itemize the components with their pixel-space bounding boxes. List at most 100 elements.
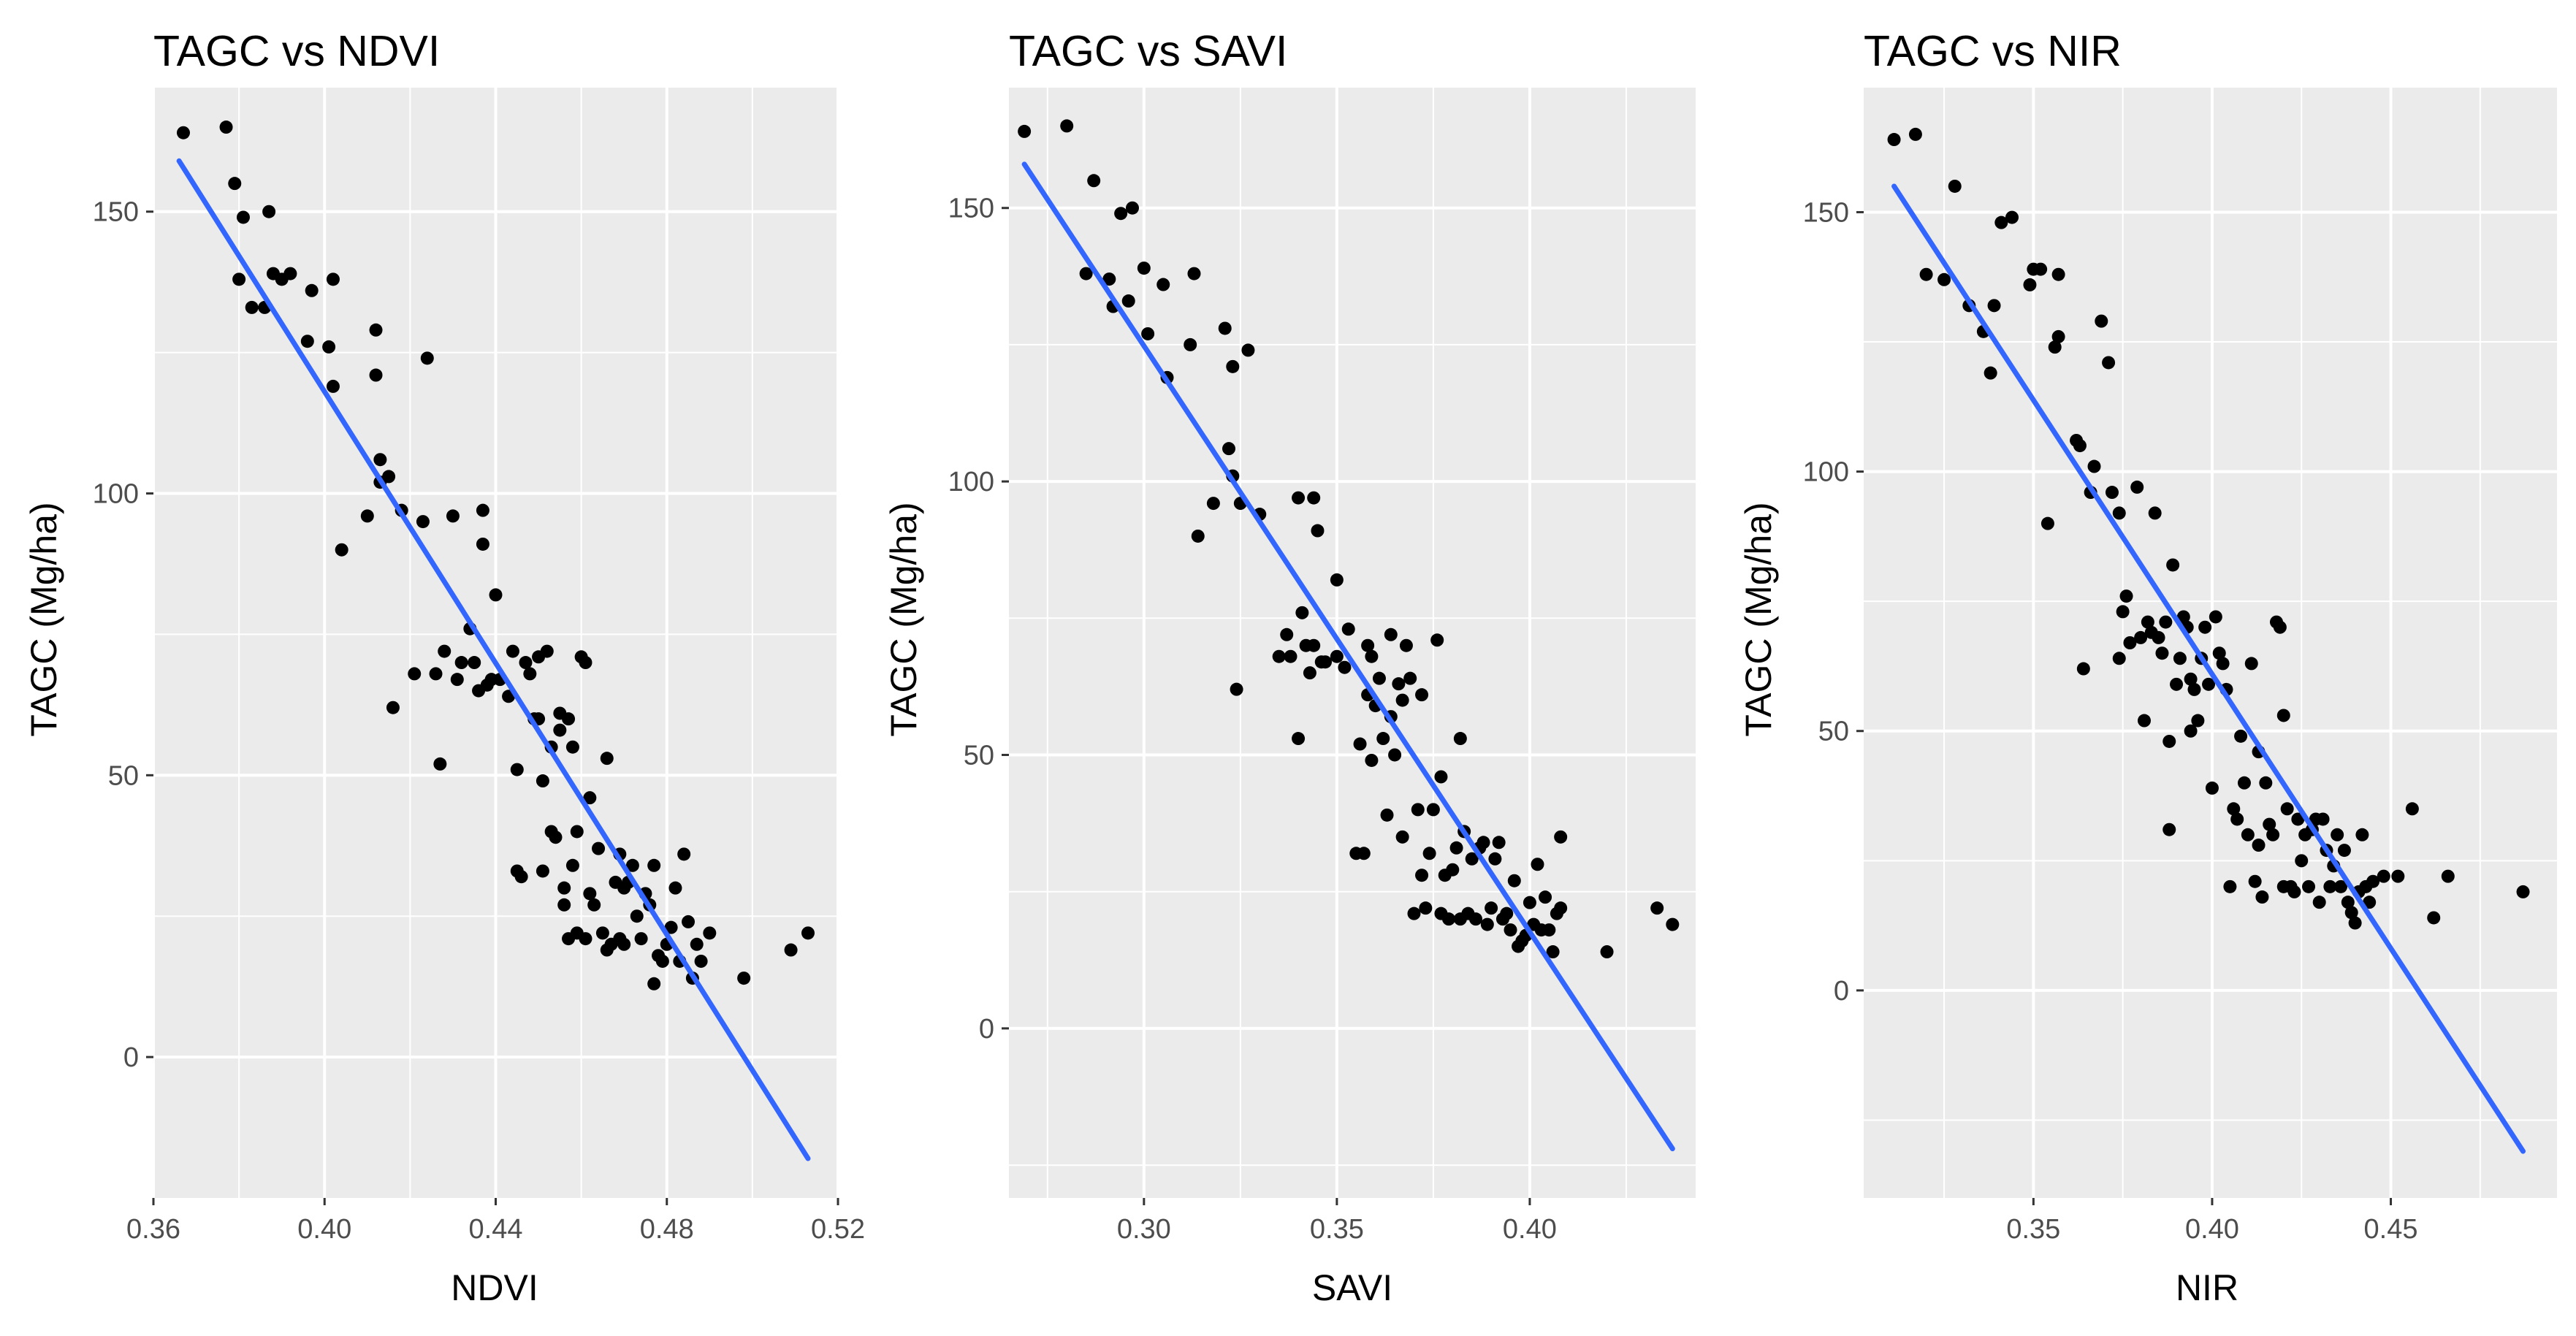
data-point — [600, 752, 614, 766]
data-point — [1372, 671, 1386, 685]
data-point — [2170, 677, 2184, 691]
data-point — [1554, 901, 1568, 915]
data-point — [2095, 314, 2108, 328]
data-point — [1480, 917, 1494, 931]
chart-title: TAGC vs NIR — [1864, 27, 2122, 75]
data-point — [2344, 906, 2358, 920]
data-point — [506, 644, 519, 658]
data-point — [1415, 869, 1429, 882]
data-point — [305, 283, 319, 297]
data-point — [1987, 299, 2001, 313]
data-point — [801, 926, 815, 940]
data-point — [583, 887, 597, 901]
regression-line — [1021, 161, 1675, 1152]
data-point — [1284, 649, 1297, 663]
data-point — [2348, 916, 2362, 930]
data-point — [1395, 693, 1409, 707]
data-point — [1399, 638, 1413, 652]
data-point — [694, 954, 708, 968]
data-point — [1114, 207, 1128, 221]
data-point — [2134, 630, 2148, 644]
data-point — [2291, 812, 2305, 826]
data-point — [300, 335, 314, 348]
data-point — [1419, 901, 1433, 915]
data-point — [2337, 844, 2351, 858]
data-point — [2159, 615, 2173, 629]
data-point — [2187, 682, 2201, 696]
data-point — [2073, 439, 2087, 453]
data-point — [1187, 267, 1201, 280]
data-point — [1156, 278, 1170, 291]
data-point — [2123, 636, 2137, 649]
data-point — [2155, 646, 2169, 660]
data-point — [2427, 911, 2441, 925]
data-point — [570, 825, 584, 839]
data-point — [454, 656, 468, 670]
data-point — [335, 543, 348, 557]
y-tick-label: 50 — [108, 760, 139, 791]
x-tick-label: 0.40 — [2185, 1214, 2239, 1245]
data-point — [565, 740, 579, 754]
y-axis-title: TAGC (Mg/ha) — [23, 502, 64, 736]
data-point — [1365, 753, 1379, 767]
data-point — [2152, 630, 2165, 644]
y-axis-title: TAGC (Mg/ha) — [1738, 502, 1779, 736]
data-point — [326, 272, 340, 286]
data-point — [386, 701, 400, 714]
data-point — [1191, 529, 1205, 543]
data-point — [2227, 802, 2241, 816]
data-point — [1384, 627, 1398, 641]
data-point — [438, 644, 451, 658]
data-point — [1442, 912, 1456, 926]
data-point — [1141, 327, 1155, 340]
x-tick-label: 0.40 — [297, 1214, 351, 1245]
data-point — [2366, 874, 2380, 888]
data-point — [2191, 714, 2205, 728]
data-point — [664, 920, 678, 934]
data-point — [1465, 852, 1479, 866]
data-point — [2312, 896, 2326, 909]
plot-background — [1864, 88, 2557, 1198]
data-point — [1523, 896, 1536, 909]
data-point — [2377, 869, 2390, 883]
data-point — [510, 763, 524, 776]
data-point — [1079, 267, 1093, 280]
data-point — [553, 723, 567, 737]
data-point — [2198, 620, 2212, 634]
data-point — [1341, 622, 1355, 636]
data-point — [2316, 812, 2330, 826]
data-point — [2034, 262, 2048, 276]
data-point — [592, 841, 606, 855]
data-point — [1887, 133, 1901, 147]
data-point — [655, 954, 669, 968]
data-point — [2119, 589, 2133, 603]
data-point — [1280, 627, 1294, 641]
data-point — [2176, 610, 2190, 624]
x-axis-title: SAVI — [1312, 1267, 1392, 1308]
data-point — [1307, 638, 1321, 652]
data-point — [369, 368, 383, 382]
data-point — [1468, 912, 1482, 926]
data-point — [1449, 841, 1463, 855]
data-point — [2051, 329, 2065, 343]
data-point — [737, 972, 751, 985]
chart-panel-ndvi: 0.36 0.40 0.44 0.48 0.52 0 50 100 150 TAGC vs ND… — [23, 27, 865, 1308]
data-point — [1230, 682, 1243, 696]
data-point — [1226, 359, 1240, 373]
data-point — [2244, 657, 2258, 671]
data-point — [228, 177, 242, 191]
data-point — [1531, 858, 1544, 871]
data-point — [587, 898, 601, 912]
data-point — [322, 340, 336, 354]
data-point — [1430, 633, 1444, 647]
data-point — [703, 926, 717, 940]
data-point — [382, 470, 396, 484]
data-point — [2209, 610, 2222, 624]
x-axis-title: NIR — [2176, 1267, 2238, 1308]
y-tick-label: 0 — [979, 1014, 994, 1045]
data-point — [1330, 573, 1344, 587]
data-point — [1060, 119, 1074, 133]
data-point — [2023, 278, 2037, 291]
data-point — [2516, 885, 2530, 898]
data-point — [549, 831, 563, 844]
